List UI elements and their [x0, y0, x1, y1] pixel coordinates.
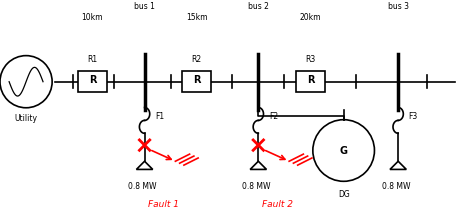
FancyBboxPatch shape: [182, 71, 211, 92]
Text: R: R: [89, 75, 96, 84]
Text: 0.8 MW: 0.8 MW: [382, 182, 410, 191]
Text: F3: F3: [409, 112, 418, 121]
Text: bus 3: bus 3: [388, 2, 409, 11]
Text: 0.8 MW: 0.8 MW: [128, 182, 156, 191]
Text: R: R: [307, 75, 314, 84]
FancyBboxPatch shape: [78, 71, 107, 92]
Text: 0.8 MW: 0.8 MW: [242, 182, 270, 191]
Text: bus 2: bus 2: [248, 2, 269, 11]
Text: 15km: 15km: [186, 12, 208, 22]
Text: Fault 2: Fault 2: [262, 200, 293, 209]
Text: DG: DG: [338, 190, 349, 199]
Text: bus 1: bus 1: [134, 2, 155, 11]
Text: Utility: Utility: [15, 114, 37, 123]
Text: R3: R3: [305, 55, 316, 64]
FancyBboxPatch shape: [296, 71, 325, 92]
Text: Fault 1: Fault 1: [148, 200, 179, 209]
Text: R1: R1: [87, 55, 98, 64]
Text: R2: R2: [191, 55, 202, 64]
Text: G: G: [340, 146, 347, 155]
Text: R: R: [193, 75, 201, 84]
Text: 10km: 10km: [82, 12, 103, 22]
Text: F1: F1: [155, 112, 164, 121]
Text: F2: F2: [269, 112, 278, 121]
Text: 20km: 20km: [300, 12, 321, 22]
